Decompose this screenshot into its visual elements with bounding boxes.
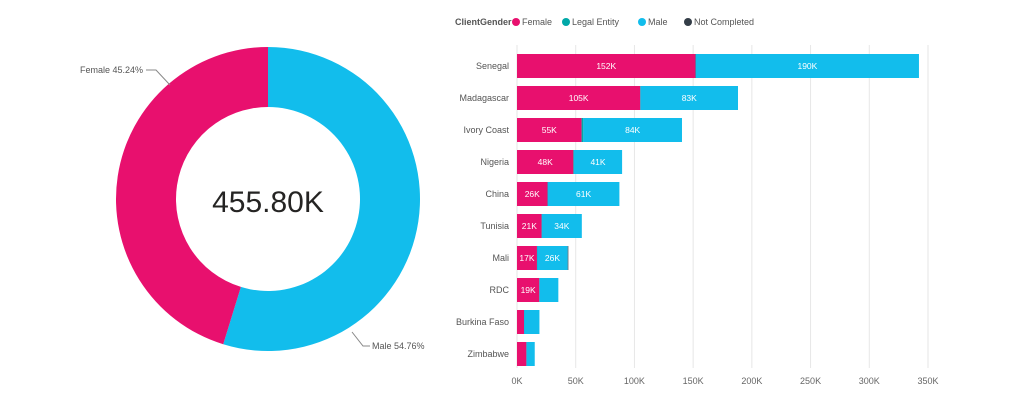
data-label-female-mali: 17K <box>519 253 534 263</box>
x-tick-label: 300K <box>859 376 880 386</box>
data-label-female-madagascar: 105K <box>569 93 589 103</box>
gender-legend: ClientGender Female Legal Entity Male Not C… <box>455 17 754 27</box>
category-label-rdc: RDC <box>490 285 510 295</box>
legend-marker-not-completed <box>684 18 692 26</box>
data-label-female-senegal: 152K <box>596 61 616 71</box>
gender-donut-chart[interactable]: 455.80K Female 45.24% Male 54.76% <box>80 47 425 352</box>
bar-male-china[interactable] <box>547 182 620 206</box>
category-label-nigeria: Nigeria <box>480 157 509 167</box>
legend-label-male: Male <box>648 17 668 27</box>
data-label-male-senegal: 190K <box>797 61 817 71</box>
bar-legal-entity-ivory-coast[interactable] <box>581 118 584 142</box>
category-label-zimbabwe: Zimbabwe <box>467 349 509 359</box>
donut-slice-male[interactable] <box>223 47 421 352</box>
bar-male-burkina-faso[interactable] <box>524 310 540 334</box>
bar-male-ivory-coast[interactable] <box>583 118 682 142</box>
bar-female-nigeria[interactable] <box>517 150 574 174</box>
bar-male-madagascar[interactable] <box>640 86 739 110</box>
male-slice-label: Male 54.76% <box>372 341 425 351</box>
category-label-china: China <box>485 189 509 199</box>
bar-female-china[interactable] <box>517 182 548 206</box>
legend-marker-female <box>512 18 520 26</box>
x-tick-label: 100K <box>624 376 645 386</box>
bar-female-ivory-coast[interactable] <box>517 118 582 142</box>
male-leader-line <box>351 331 370 347</box>
bar-male-mali[interactable] <box>537 246 568 270</box>
category-label-mali: Mali <box>492 253 509 263</box>
bar-male-tunisia[interactable] <box>541 214 582 238</box>
donut-total-label: 455.80K <box>212 186 324 219</box>
bar-female-rdc[interactable] <box>517 278 540 302</box>
bar-female-senegal[interactable] <box>517 54 696 78</box>
data-label-female-tunisia: 21K <box>522 221 537 231</box>
data-label-female-china: 26K <box>525 189 540 199</box>
bar-legal-entity-nigeria[interactable] <box>573 150 574 174</box>
data-label-female-nigeria: 48K <box>538 157 553 167</box>
legend-title: ClientGender <box>455 17 512 27</box>
x-tick-label: 200K <box>741 376 762 386</box>
bar-segments[interactable] <box>517 54 919 366</box>
x-tick-label: 0K <box>511 376 522 386</box>
female-slice-label: Female 45.24% <box>80 65 143 75</box>
legend-label-not-completed: Not Completed <box>694 17 754 27</box>
legend-label-legal-entity: Legal Entity <box>572 17 620 27</box>
category-label-madagascar: Madagascar <box>459 93 509 103</box>
category-label-tunisia: Tunisia <box>480 221 509 231</box>
data-label-female-ivory-coast: 55K <box>542 125 557 135</box>
bar-female-mali[interactable] <box>517 246 537 270</box>
country-stacked-bar-chart[interactable]: 0K 50K 100K 150K 200K 250K 300K 350K Senegal Mad… <box>456 45 939 386</box>
bar-female-madagascar[interactable] <box>517 86 641 110</box>
legend-marker-legal-entity <box>562 18 570 26</box>
data-label-male-ivory-coast: 84K <box>625 125 640 135</box>
legend-item-legal-entity[interactable]: Legal Entity <box>562 17 620 27</box>
bar-data-labels: 152K 190K 105K 83K 55K 84K 48K 41K 26K 61K 21K 34K 1… <box>519 61 817 295</box>
x-tick-label: 350K <box>917 376 938 386</box>
x-tick-label: 250K <box>800 376 821 386</box>
data-label-male-nigeria: 41K <box>590 157 605 167</box>
bar-not-completed-mali[interactable] <box>567 246 569 270</box>
bar-legal-entity-senegal[interactable] <box>695 54 697 78</box>
donut-slices[interactable] <box>116 47 421 352</box>
x-axis-ticks: 0K 50K 100K 150K 200K 250K 300K 350K <box>511 376 938 386</box>
female-leader-line <box>146 69 171 86</box>
legend-marker-male <box>638 18 646 26</box>
category-label-senegal: Senegal <box>476 61 509 71</box>
data-label-male-mali: 26K <box>545 253 560 263</box>
x-tick-label: 150K <box>683 376 704 386</box>
data-label-male-madagascar: 83K <box>682 93 697 103</box>
bar-female-burkina-faso[interactable] <box>517 310 525 334</box>
category-label-ivory-coast: Ivory Coast <box>463 125 509 135</box>
data-label-male-tunisia: 34K <box>554 221 569 231</box>
category-label-burkina-faso: Burkina Faso <box>456 317 509 327</box>
bar-male-nigeria[interactable] <box>573 150 623 174</box>
country-axis-labels: Senegal Madagascar Ivory Coast Nigeria China… <box>456 61 510 359</box>
data-label-female-rdc: 19K <box>521 285 536 295</box>
legend-label-female: Female <box>522 17 552 27</box>
donut-slice-female[interactable] <box>116 47 268 345</box>
bar-male-senegal[interactable] <box>695 54 919 78</box>
x-tick-label: 50K <box>568 376 584 386</box>
legend-item-female[interactable]: Female <box>512 17 552 27</box>
bar-female-tunisia[interactable] <box>517 214 542 238</box>
legend-item-not-completed[interactable]: Not Completed <box>684 17 754 27</box>
bar-male-zimbabwe[interactable] <box>526 342 535 366</box>
data-label-male-china: 61K <box>576 189 591 199</box>
legend-item-male[interactable]: Male <box>638 17 668 27</box>
bar-female-zimbabwe[interactable] <box>517 342 527 366</box>
bar-male-rdc[interactable] <box>539 278 559 302</box>
